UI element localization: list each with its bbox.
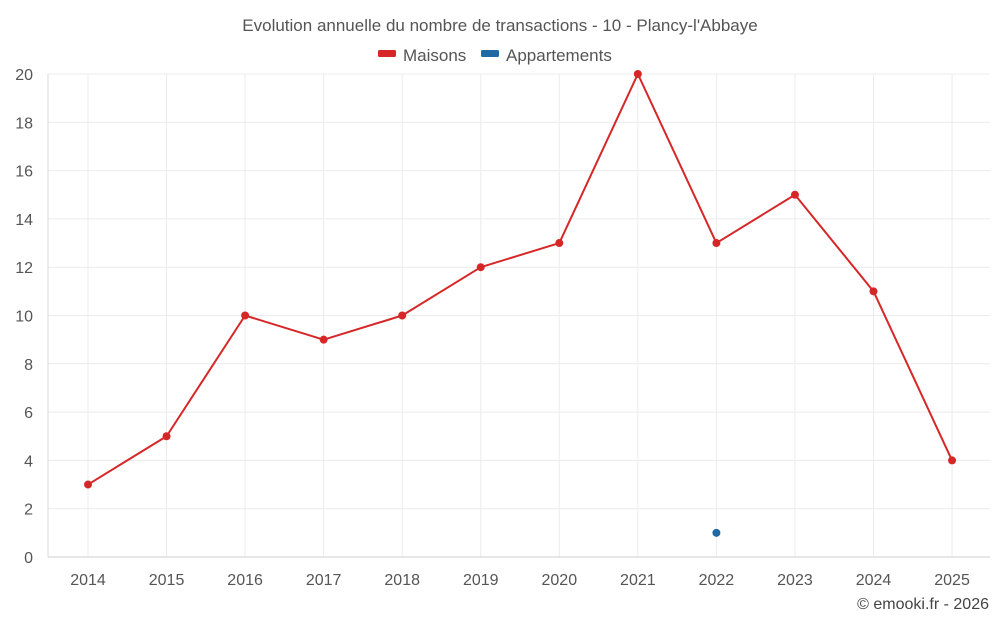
y-tick-label: 2 — [24, 502, 33, 519]
data-point-maisons — [162, 432, 171, 441]
y-tick-label: 0 — [24, 550, 33, 567]
data-point-appartements — [712, 528, 721, 537]
y-tick-label: 4 — [24, 453, 33, 470]
y-tick-label: 12 — [15, 260, 33, 277]
data-point-maisons — [398, 311, 407, 320]
legend-swatch-maisons — [378, 50, 396, 57]
x-tick-label: 2023 — [777, 572, 813, 589]
grid — [48, 73, 990, 558]
x-tick-label: 2025 — [934, 572, 970, 589]
axes: 0 2 4 6 8 10 12 14 16 18 20 2014 2015 2016 2017 2018 201… — [15, 67, 990, 589]
x-tick-label: 2020 — [542, 572, 578, 589]
legend-label-appartements: Appartements — [506, 46, 612, 65]
x-tick-label: 2021 — [620, 572, 656, 589]
data-point-maisons — [319, 335, 328, 344]
data-point-maisons — [790, 190, 799, 199]
x-tick-label: 2018 — [384, 572, 420, 589]
data-point-maisons — [948, 456, 957, 465]
x-tick-label: 2017 — [306, 572, 342, 589]
y-tick-label: 20 — [15, 67, 33, 84]
data-point-maisons — [633, 70, 642, 78]
x-tick-label: 2024 — [856, 572, 892, 589]
series-line-maisons — [87, 73, 953, 486]
legend-label-maisons: Maisons — [403, 46, 466, 65]
data-point-maisons — [241, 311, 250, 320]
data-point-maisons — [555, 239, 564, 248]
y-tick-label: 10 — [15, 309, 33, 326]
data-point-maisons — [712, 239, 721, 248]
series-layer — [84, 70, 957, 537]
legend: Maisons Appartements — [378, 46, 612, 65]
legend-swatch-appartements — [481, 50, 499, 57]
y-tick-label: 18 — [15, 115, 33, 132]
data-point-maisons — [84, 480, 92, 489]
credit-text: © emooki.fr - 2026 — [857, 596, 989, 613]
x-tick-label: 2014 — [70, 572, 106, 589]
y-tick-label: 8 — [24, 357, 33, 374]
data-point-maisons — [869, 287, 878, 296]
chart-title: Evolution annuelle du nombre de transact… — [242, 16, 757, 35]
x-tick-label: 2019 — [463, 572, 499, 589]
y-tick-label: 6 — [24, 405, 33, 422]
y-tick-label: 16 — [15, 164, 33, 181]
data-point-maisons — [476, 263, 485, 272]
x-tick-label: 2016 — [227, 572, 263, 589]
y-tick-label: 14 — [15, 212, 33, 229]
x-tick-label: 2015 — [149, 572, 185, 589]
x-tick-label: 2022 — [699, 572, 735, 589]
